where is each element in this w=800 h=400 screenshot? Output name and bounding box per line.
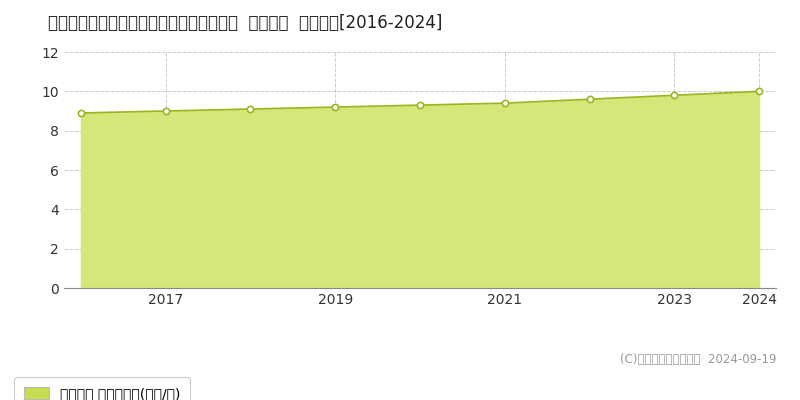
Text: 福岡県筑後市大字蔵数字大谷５００番３８  基準地価  地価推移[2016-2024]: 福岡県筑後市大字蔵数字大谷５００番３８ 基準地価 地価推移[2016-2024] [48,14,442,32]
Legend: 基準地価 平均嵊単価(万円/嵊): 基準地価 平均嵊単価(万円/嵊) [14,377,190,400]
Text: (C)土地価格ドットコム  2024-09-19: (C)土地価格ドットコム 2024-09-19 [619,353,776,366]
